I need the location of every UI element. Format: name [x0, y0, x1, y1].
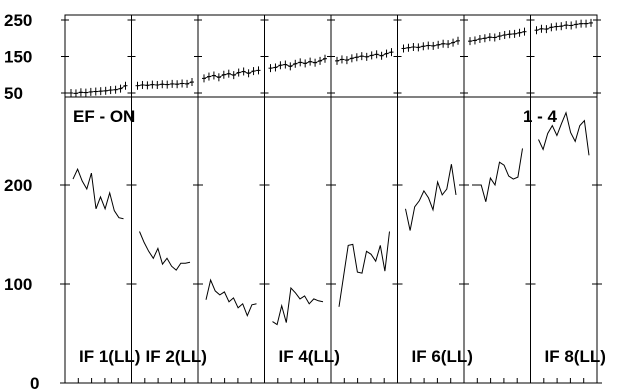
annotation-right: 1 - 4 [523, 107, 558, 126]
frames [64, 14, 598, 384]
bottom-series-line-4 [272, 286, 324, 326]
panel-label: IF 2(LL) [146, 347, 207, 366]
top-series-line [137, 81, 193, 87]
top-y-ticks: 250 150 50 [4, 11, 601, 103]
top-series-8 [534, 18, 593, 35]
top-y-tick-label: 150 [4, 48, 32, 67]
top-series-5 [335, 48, 394, 65]
top-series-4 [268, 54, 327, 73]
panel-labels: IF 1(LL) IF 2(LL) IF 4(LL) IF 6(LL) IF 8(LL) [79, 347, 606, 366]
bottom-series-line-6 [405, 164, 457, 231]
bottom-series-line-7 [472, 148, 523, 202]
panel-label: IF 1(LL) [79, 347, 140, 366]
top-series-6 [401, 36, 460, 53]
top-panel: 250 150 50 [4, 11, 601, 103]
top-series-line [403, 40, 459, 49]
bottom-series-line-5 [338, 231, 390, 307]
top-series-3 [202, 66, 261, 83]
top-y-tick-label: 250 [4, 11, 32, 30]
bottom-series-line-8 [538, 111, 590, 156]
top-series-line [536, 22, 592, 31]
bottom-series-line-2 [139, 231, 191, 271]
top-series-line [203, 70, 259, 79]
top-plot-area [69, 18, 593, 98]
annotation-left: EF - ON [73, 107, 135, 126]
bottom-y-tick-label: 0 [30, 374, 39, 392]
top-series-1 [69, 81, 128, 98]
panel-label: IF 6(LL) [412, 347, 473, 366]
top-series-line [469, 31, 525, 42]
bottom-series-line-3 [205, 278, 257, 318]
top-series-7 [468, 27, 527, 46]
bottom-plot-area [72, 111, 590, 326]
panel-label: IF 4(LL) [279, 347, 340, 366]
top-series-line [270, 58, 326, 69]
top-series-line [336, 51, 392, 62]
top-series-line [70, 85, 126, 94]
bottom-series-line-1 [72, 167, 124, 220]
bottom-y-tick-label: 200 [4, 176, 32, 195]
bottom-y-tick-label: 100 [4, 275, 32, 294]
top-series-2 [135, 78, 194, 90]
top-y-tick-label: 50 [4, 84, 23, 103]
panel-label: IF 8(LL) [545, 347, 606, 366]
